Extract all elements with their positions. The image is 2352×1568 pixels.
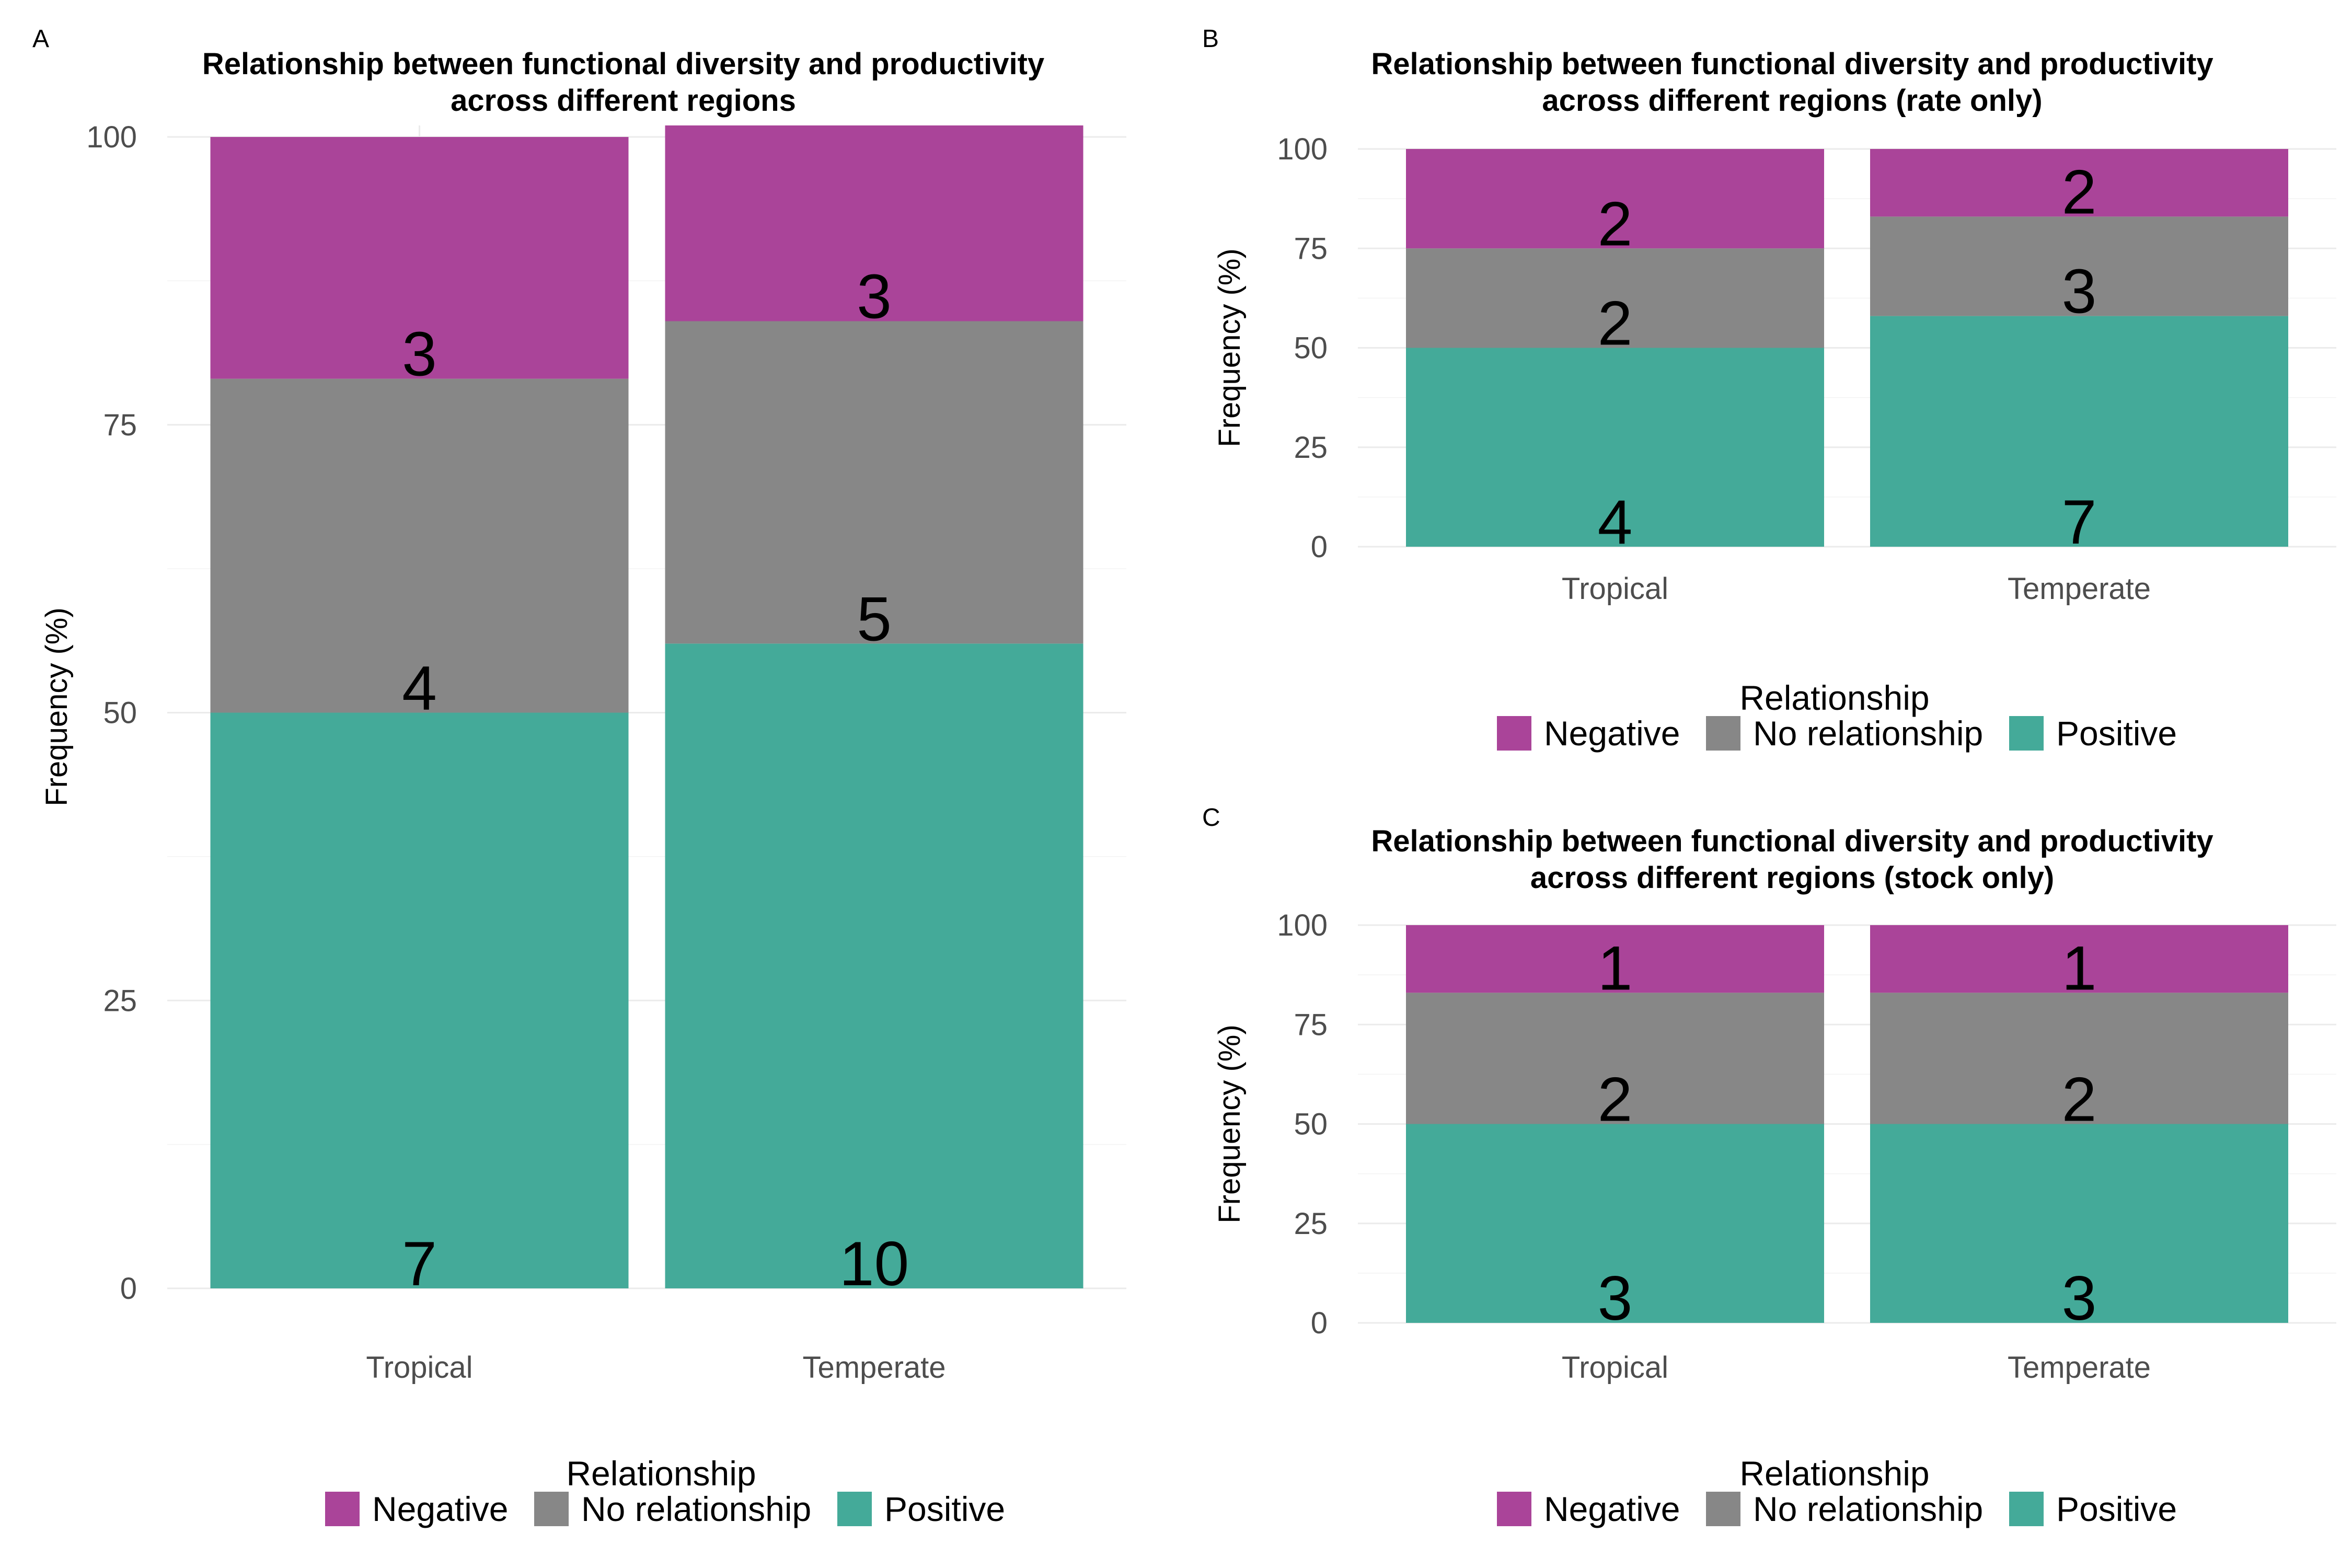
count-label: 4 (1598, 487, 1633, 557)
legend-label: No relationship (581, 1490, 811, 1528)
chart-title-line: across different regions (stock only) (1530, 861, 2054, 895)
x-tick-label: Tropical (1562, 1351, 1668, 1385)
legend-swatch (837, 1492, 872, 1526)
legend-swatch (1706, 1492, 1740, 1526)
legend-label: Negative (1544, 714, 1680, 753)
y-tick-label: 0 (1311, 1306, 1328, 1340)
bar-segment (1406, 925, 1824, 993)
x-tick-label: Tropical (366, 1351, 472, 1385)
y-tick-label: 75 (1294, 232, 1328, 266)
count-label: 10 (839, 1229, 909, 1299)
bar-segment (210, 137, 629, 379)
y-tick-label: 0 (120, 1272, 137, 1306)
legend-title: Relationship (1739, 678, 1929, 717)
y-tick-label: 25 (1294, 1207, 1328, 1241)
legend-label: No relationship (1753, 714, 1983, 753)
y-axis-title: Frequency (%) (40, 607, 74, 806)
bar-segment (1870, 993, 2288, 1124)
count-label: 1 (1598, 933, 1633, 1003)
legend-swatch (325, 1492, 360, 1526)
legend-label: No relationship (1753, 1490, 1983, 1528)
y-tick-label: 50 (1294, 1108, 1328, 1142)
bar-segment (1406, 993, 1824, 1124)
bar-segment (1870, 216, 2288, 316)
y-tick-label: 100 (86, 120, 137, 154)
bar-segment (1870, 316, 2288, 547)
y-tick-label: 25 (1294, 431, 1328, 465)
bar-segment (1870, 149, 2288, 217)
y-tick-label: 50 (1294, 331, 1328, 365)
legend-swatch (1497, 1492, 1531, 1526)
count-label: 1 (2062, 933, 2097, 1003)
panel-tag: B (1202, 25, 1219, 53)
legend-label: Negative (372, 1490, 509, 1528)
legend-swatch (2009, 716, 2044, 751)
count-label: 2 (2062, 157, 2097, 227)
count-label: 7 (2062, 487, 2097, 557)
x-tick-label: Temperate (802, 1351, 946, 1385)
count-label: 3 (857, 262, 892, 332)
count-label: 4 (402, 653, 437, 723)
chart-panel-a: A Relationship between functional diversi… (32, 25, 1126, 1528)
y-axis-title: Frequency (%) (1213, 248, 1247, 447)
y-tick-label: 75 (1294, 1008, 1328, 1042)
legend-title: Relationship (566, 1454, 756, 1493)
chart-title-line: Relationship between functional diversit… (1371, 47, 2213, 81)
chart-title-line: across different regions (451, 84, 796, 118)
y-tick-label: 25 (103, 984, 137, 1018)
bar-segment (1406, 1124, 1824, 1323)
count-label: 2 (1598, 189, 1633, 259)
chart-panel-c: C Relationship between functional diversi… (1202, 804, 2336, 1528)
y-tick-label: 100 (1277, 132, 1328, 166)
chart-title-line: Relationship between functional diversit… (202, 47, 1044, 81)
count-label: 3 (402, 319, 437, 389)
count-label: 2 (1598, 289, 1633, 359)
count-label: 7 (402, 1229, 437, 1299)
bar-segment (210, 712, 629, 1288)
count-label: 3 (2062, 1263, 2097, 1333)
legend-swatch (1497, 716, 1531, 751)
bar-segment (1870, 1124, 2288, 1323)
bar-segment (665, 321, 1083, 644)
count-label: 2 (1598, 1065, 1633, 1135)
count-label: 2 (2062, 1065, 2097, 1135)
legend-label: Positive (2056, 1490, 2177, 1528)
y-tick-label: 50 (103, 696, 137, 730)
bar-segment (665, 643, 1083, 1288)
count-label: 5 (857, 584, 892, 654)
panel-tag: A (32, 25, 49, 53)
bar-segment (665, 125, 1083, 321)
y-axis-title: Frequency (%) (1213, 1024, 1247, 1223)
count-label: 3 (1598, 1263, 1633, 1333)
legend-swatch (534, 1492, 569, 1526)
y-tick-label: 100 (1277, 908, 1328, 942)
legend-label: Positive (884, 1490, 1005, 1528)
legend-title: Relationship (1739, 1454, 1929, 1493)
x-tick-label: Tropical (1562, 572, 1668, 606)
bar-segment (1406, 149, 1824, 249)
chart-panel-b: B Relationship between functional diversi… (1202, 25, 2336, 753)
chart-title-line: across different regions (rate only) (1542, 84, 2042, 118)
legend-label: Positive (2056, 714, 2177, 753)
bar-segment (1870, 925, 2288, 993)
legend-label: Negative (1544, 1490, 1680, 1528)
count-label: 3 (2062, 257, 2097, 327)
chart-title-line: Relationship between functional diversit… (1371, 824, 2213, 858)
bar-segment (210, 378, 629, 713)
panel-tag: C (1202, 804, 1220, 832)
bar-segment (1406, 248, 1824, 348)
legend-swatch (2009, 1492, 2044, 1526)
bar-segment (1406, 348, 1824, 547)
y-tick-label: 0 (1311, 530, 1328, 564)
x-tick-label: Temperate (2008, 1351, 2151, 1385)
x-tick-label: Temperate (2008, 572, 2151, 606)
legend-swatch (1706, 716, 1740, 751)
y-tick-label: 75 (103, 408, 137, 442)
